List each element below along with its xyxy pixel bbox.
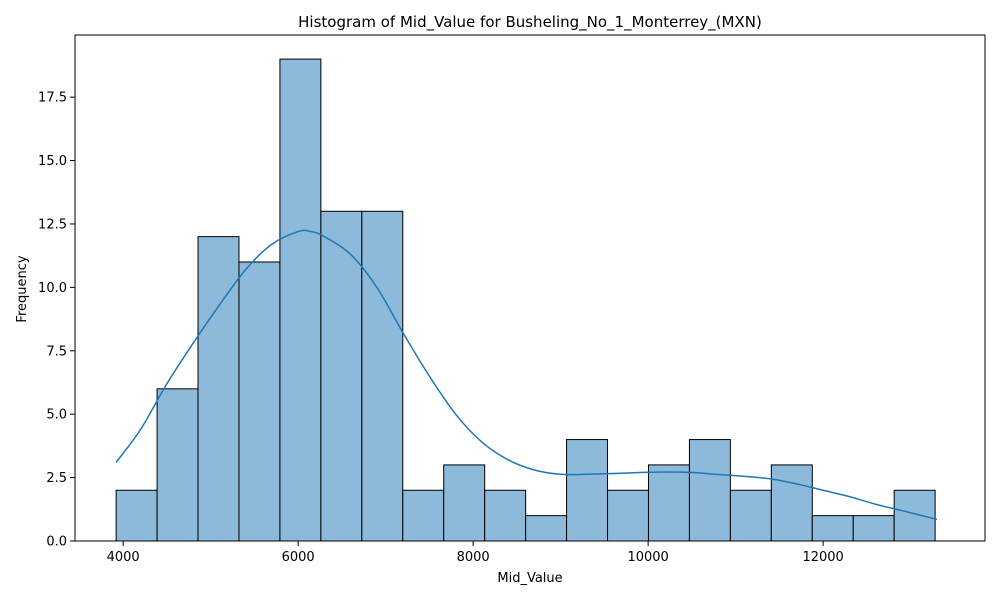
y-tick-label: 12.5 xyxy=(38,217,67,232)
histogram-bar xyxy=(770,464,813,542)
histogram-bar xyxy=(811,515,854,542)
y-tick-label: 15.0 xyxy=(38,154,67,169)
histogram-bar xyxy=(729,489,772,542)
plot-frame xyxy=(74,34,986,542)
histogram-bar xyxy=(361,210,404,542)
kde-curve xyxy=(115,229,938,521)
histogram-bar xyxy=(688,439,731,542)
histogram-bar xyxy=(607,489,649,542)
y-axis-label: Frequency xyxy=(15,255,30,322)
y-axis-ticks: 0.0 2.5 5.0 7.5 10.0 12.5 15.0 17.5 xyxy=(38,91,75,550)
y-tick-label: 5.0 xyxy=(46,408,67,423)
histogram-bar xyxy=(484,489,527,542)
x-tick-label: 12000 xyxy=(802,550,843,565)
histogram-bar xyxy=(279,58,322,542)
histogram-bar xyxy=(566,439,609,542)
histogram-bar xyxy=(852,515,895,542)
x-tick-label: 6000 xyxy=(282,550,315,565)
histogram-bar xyxy=(156,388,199,542)
x-tick-label: 4000 xyxy=(107,550,140,565)
histogram-bar xyxy=(647,464,690,542)
histogram-bars xyxy=(115,58,936,542)
x-tick-label: 8000 xyxy=(457,550,490,565)
histogram-bar xyxy=(115,489,158,542)
histogram-bar xyxy=(197,236,240,542)
histogram-bar xyxy=(238,261,281,542)
y-tick-label: 2.5 xyxy=(46,471,67,486)
histogram-bar xyxy=(402,489,445,542)
y-tick-label: 0.0 xyxy=(46,535,67,550)
y-tick-label: 10.0 xyxy=(38,281,67,296)
histogram-bar xyxy=(443,464,486,542)
x-axis-ticks: 4000 6000 8000 10000 12000 xyxy=(107,541,844,565)
histogram-bar xyxy=(525,515,568,542)
y-tick-label: 7.5 xyxy=(46,344,67,359)
histogram-bar xyxy=(893,489,936,542)
x-axis-label: Mid_Value xyxy=(497,571,562,586)
x-tick-label: 10000 xyxy=(627,550,668,565)
chart-title: Histogram of Mid_Value for Busheling_No_… xyxy=(298,13,762,32)
y-tick-label: 17.5 xyxy=(38,91,67,106)
histogram-bar xyxy=(320,210,363,542)
